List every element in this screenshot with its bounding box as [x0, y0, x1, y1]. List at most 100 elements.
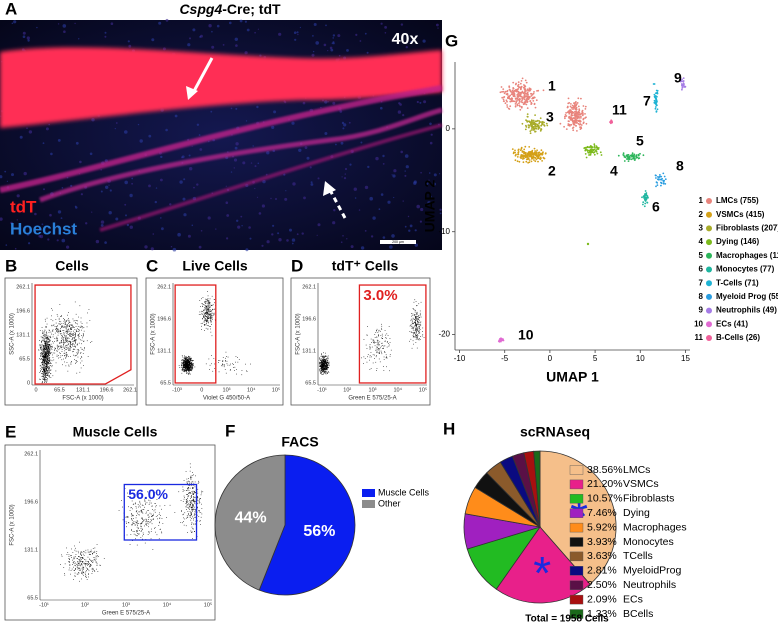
event-dot: [99, 564, 101, 566]
event-dot: [385, 334, 386, 336]
event-dot: [49, 355, 50, 356]
event-dot: [190, 504, 191, 505]
event-dot: [148, 504, 150, 505]
umap-cell: [520, 85, 523, 88]
event-dot: [190, 475, 192, 477]
event-dot: [182, 368, 184, 370]
event-dot: [142, 529, 143, 531]
event-dot: [122, 506, 123, 508]
event-dot: [47, 358, 49, 360]
event-dot: [48, 373, 49, 375]
event-dot: [52, 336, 54, 338]
event-dot: [87, 569, 88, 570]
event-dot: [141, 509, 142, 511]
event-dot: [189, 517, 191, 518]
event-dot: [193, 519, 194, 521]
nucleus: [349, 163, 352, 166]
event-dot: [185, 357, 187, 359]
event-dot: [413, 332, 415, 334]
event-dot: [49, 359, 50, 361]
event-dot: [187, 373, 189, 374]
event-dot: [207, 299, 209, 301]
event-dot: [58, 317, 60, 319]
umap-cell: [529, 88, 532, 90]
event-dot: [81, 348, 83, 350]
nucleus: [332, 101, 336, 105]
event-dot: [75, 569, 76, 570]
event-dot: [411, 319, 413, 321]
event-dot: [65, 326, 67, 327]
event-dot: [65, 353, 67, 355]
event-dot: [83, 572, 84, 574]
event-dot: [192, 506, 194, 508]
event-dot: [65, 331, 67, 333]
event-dot: [49, 345, 50, 346]
event-dot: [188, 366, 190, 368]
event-dot: [328, 372, 330, 373]
event-dot: [75, 355, 76, 357]
event-dot: [189, 500, 190, 502]
event-dot: [412, 323, 413, 324]
event-dot: [191, 364, 192, 365]
event-dot: [415, 323, 417, 325]
umap-cell: [585, 122, 588, 125]
event-dot: [145, 521, 147, 522]
event-dot: [133, 531, 135, 532]
nucleus: [312, 35, 314, 37]
event-dot: [87, 312, 88, 314]
event-dot: [74, 359, 75, 360]
event-dot: [321, 359, 323, 361]
umap-cell: [584, 113, 586, 115]
event-dot: [67, 354, 68, 356]
event-dot: [46, 348, 47, 350]
event-dot: [207, 315, 208, 317]
event-dot: [147, 491, 148, 493]
event-dot: [51, 325, 53, 327]
event-dot: [200, 512, 202, 513]
event-dot: [58, 331, 60, 332]
nucleus: [257, 162, 260, 165]
event-dot: [219, 360, 221, 361]
nucleus: [333, 209, 336, 212]
event-dot: [132, 523, 134, 524]
event-dot: [184, 360, 186, 361]
umap-cell: [567, 110, 570, 112]
event-dot: [50, 345, 51, 347]
event-dot: [71, 327, 73, 329]
nucleus: [48, 123, 50, 126]
event-dot: [418, 339, 420, 341]
event-dot: [129, 544, 131, 545]
event-dot: [422, 334, 424, 336]
event-dot: [88, 553, 90, 555]
event-dot: [61, 347, 62, 349]
event-dot: [418, 319, 420, 320]
nucleus: [329, 46, 333, 50]
event-dot: [53, 359, 55, 361]
event-dot: [87, 564, 88, 566]
event-dot: [69, 324, 71, 325]
event-dot: [186, 362, 187, 364]
event-dot: [327, 367, 329, 369]
event-dot: [189, 358, 190, 360]
event-dot: [192, 510, 193, 512]
umap-cell: [530, 158, 533, 160]
event-dot: [48, 346, 50, 348]
event-dot: [191, 495, 192, 496]
nucleus: [41, 223, 44, 226]
legend-number: 1: [699, 196, 704, 205]
umap-cell: [572, 108, 574, 110]
event-dot: [69, 345, 71, 346]
event-dot: [44, 367, 46, 369]
event-dot: [416, 336, 418, 338]
event-dot: [326, 360, 328, 362]
event-dot: [188, 478, 189, 479]
event-dot: [87, 568, 88, 569]
event-dot: [190, 366, 191, 368]
event-dot: [415, 334, 416, 336]
umap-cell: [578, 123, 581, 126]
nucleus: [299, 26, 301, 29]
event-dot: [186, 505, 188, 507]
event-dot: [181, 364, 182, 366]
event-dot: [81, 572, 83, 574]
